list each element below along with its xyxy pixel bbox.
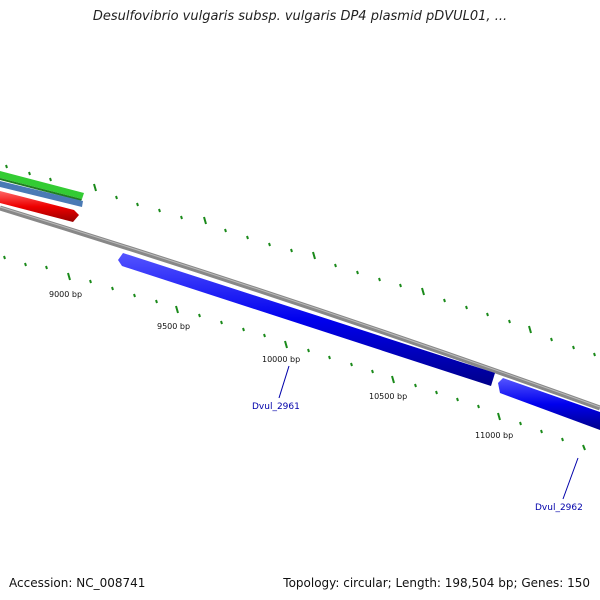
gene-bar-dvul-2962[interactable]	[498, 378, 600, 430]
topology-stats-text: Topology: circular; Length: 198,504 bp; …	[283, 576, 590, 590]
tick-label: 9000 bp	[49, 290, 82, 299]
feature-steel-bar[interactable]	[0, 181, 83, 207]
feature-green-arrow[interactable]	[0, 171, 84, 199]
backbone-track	[0, 205, 600, 411]
tick-label: 10500 bp	[369, 392, 407, 401]
gene-label-dvul-2961[interactable]: Dvul_2961	[252, 402, 300, 412]
tick-label: 11000 bp	[475, 431, 513, 440]
tick-label: 10000 bp	[262, 355, 300, 364]
feature-red-arrow[interactable]	[0, 191, 79, 222]
outer-tick-track	[5, 164, 596, 357]
gene-leader-line	[278, 365, 290, 399]
accession-text: Accession: NC_008741	[9, 576, 146, 590]
gene-label-dvul-2962[interactable]: Dvul_2962	[535, 503, 583, 513]
map-title: Desulfovibrio vulgaris subsp. vulgaris D…	[92, 9, 508, 24]
backbone-highlight	[0, 206, 600, 408]
tick-label: 9500 bp	[157, 322, 190, 331]
feature-green-shadow	[0, 178, 82, 201]
inner-tick-track	[3, 255, 586, 451]
gene-leader-line	[562, 457, 579, 500]
gene-bar-dvul-2961[interactable]	[118, 253, 495, 386]
